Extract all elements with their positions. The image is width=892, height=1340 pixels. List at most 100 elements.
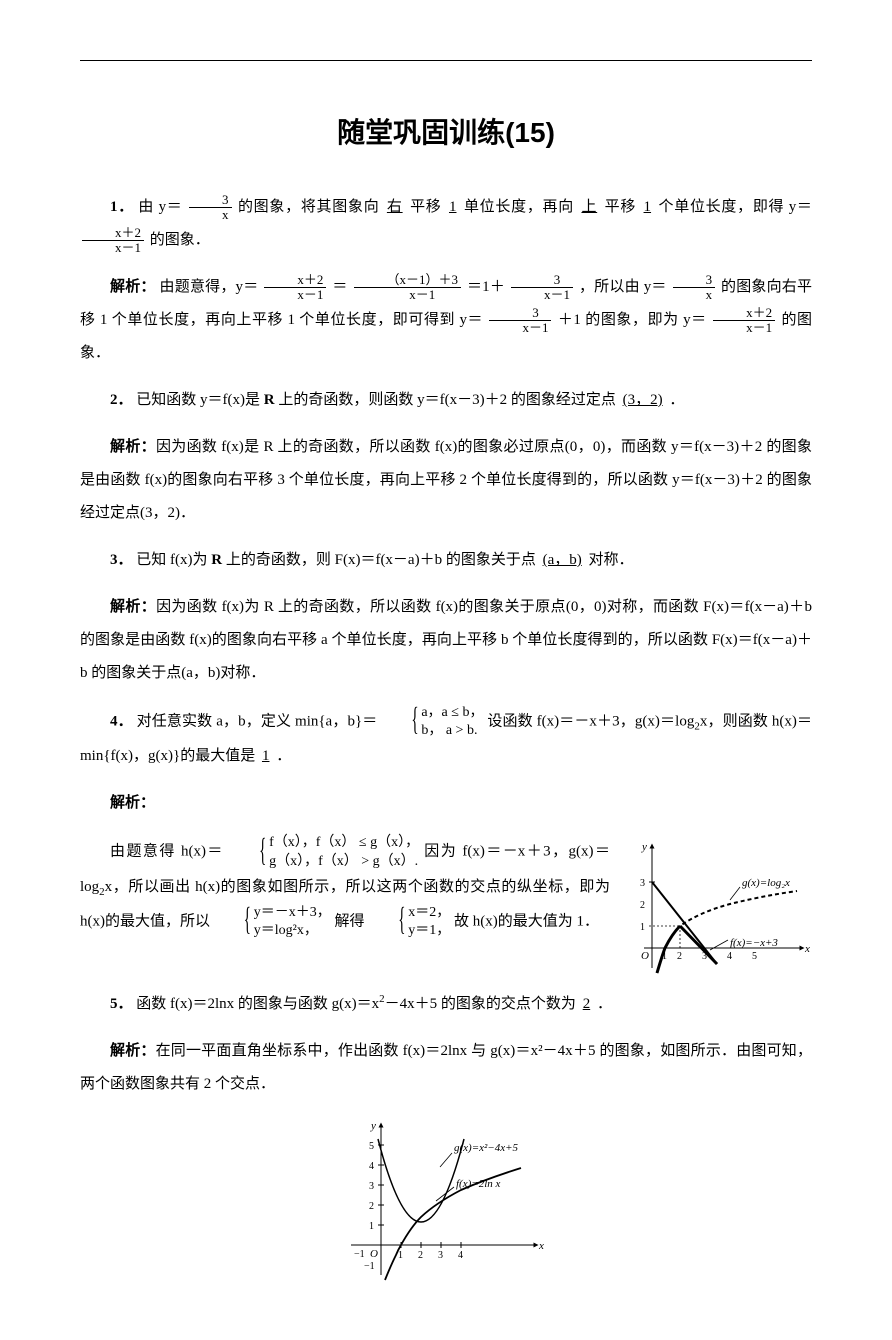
question-1: 1． 由 y＝ 3x 的图象，将其图象向 右 平移 1 单位长度，再向 上 平移… [80,191,812,257]
q2-t1: 已知函数 y＝f(x)是 [136,392,264,408]
q1e-f4: 3x [673,273,716,303]
q1-ans3: 上 [578,199,600,215]
q3-number: 3． [110,552,133,568]
question-3: 3． 已知 f(x)为 R 上的奇函数，则 F(x)＝f(x－a)＋b 的图象关… [80,544,812,577]
q4e-cases: f（x），f（x） ≤ g（x）， g（x），f（x） > g（x）. [229,834,419,870]
q4e-sol-a: x＝2， [378,904,450,922]
svg-text:4: 4 [727,951,732,962]
q5-figure: x y O −1 1 2 3 4 5 −1 1 2 3 4 g(x)=x²−4x… [80,1115,812,1290]
q2-explanation: 解析：因为函数 f(x)是 R 上的奇函数，所以函数 f(x)的图象必过原点(0… [80,431,812,530]
q4-ans: 1 [259,748,273,764]
q4-t1: 对任意实数 a，b，定义 min{a，b}＝ [137,714,378,730]
svg-text:2: 2 [369,1201,374,1212]
exp-label: 解析： [110,1043,156,1059]
q4-figure: x y O 1 2 3 1 2 3 4 5 g(x)=log₂x [622,838,812,983]
svg-text:g(x)=log₂x: g(x)=log₂x [742,877,790,889]
q1e-f1: x＋2x－1 [264,273,326,303]
q3-t2: 上的奇函数，则 F(x)＝f(x－a)＋b 的图象关于点 [222,552,536,568]
q1-t6: 个单位长度，即得 y＝ [659,199,812,215]
svg-text:y: y [641,841,647,853]
q1-t2: 的图象，将其图象向 [238,199,379,215]
q5-t1: 函数 f(x)＝2lnx 的图象与函数 g(x)＝x [136,996,379,1012]
q4e-t4: 解得 [335,914,365,930]
q4-explanation-label: 解析： [80,787,812,820]
q2-t2: 上的奇函数，则函数 y＝f(x－3)＋2 的图象经过定点 [275,392,616,408]
svg-text:2: 2 [677,951,682,962]
q4e-case-a: f（x），f（x） ≤ g（x）， [239,834,419,852]
svg-text:x: x [538,1240,544,1252]
q5-t2: －4x＋5 的图象的交点个数为 [385,996,576,1012]
q4e-sol-b: y＝1， [378,922,450,940]
q5-graph-svg: x y O −1 1 2 3 4 5 −1 1 2 3 4 g(x)=x²−4x… [336,1115,556,1285]
q5-ans: 2 [580,996,594,1012]
q5-t3: ． [597,996,612,1012]
q3e-body: 因为函数 f(x)为 R 上的奇函数，所以函数 f(x)的图象关于原点(0，0)… [80,599,812,681]
svg-text:1: 1 [398,1250,403,1261]
document-page: 随堂巩固训练(15) 1． 由 y＝ 3x 的图象，将其图象向 右 平移 1 单… [0,0,892,1340]
svg-text:3: 3 [369,1181,374,1192]
svg-text:3: 3 [438,1250,443,1261]
q4e-t5: 故 h(x)的最大值为 1． [454,914,599,930]
q1e-t2: ＝ [332,279,347,295]
svg-text:−1: −1 [354,1249,365,1260]
q1e-f3: 3x－1 [511,273,573,303]
q4e-system: y＝－x＋3， y＝log²x， [214,904,331,940]
q2-number: 2． [110,392,133,408]
q3-explanation: 解析：因为函数 f(x)为 R 上的奇函数，所以函数 f(x)的图象关于原点(0… [80,591,812,690]
q3-t3: 对称． [589,552,634,568]
page-title: 随堂巩固训练(15) [80,111,812,151]
q1e-t6: ＋1 的图象，即为 y＝ [558,312,707,328]
q1e-t3: ＝1＋ [467,279,505,295]
exp-label: 解析： [110,599,156,615]
q5-number: 5． [110,996,133,1012]
svg-text:g(x)=x²−4x+5: g(x)=x²−4x+5 [454,1142,519,1154]
q1e-t1: 由题意得，y＝ [160,279,259,295]
svg-text:1: 1 [369,1221,374,1232]
q1-ans4: 1 [641,199,655,215]
q2-ans: (3，2) [620,392,666,408]
exp-label: 解析： [110,279,156,295]
svg-text:5: 5 [752,951,757,962]
q1e-f5: 3x－1 [489,306,551,336]
q1-t7: 的图象． [150,232,210,248]
q4-case-b: b， a > b. [391,722,483,740]
svg-text:O: O [370,1248,378,1260]
q1-ans1: 右 [384,199,406,215]
svg-text:2: 2 [418,1250,423,1261]
svg-text:2: 2 [640,900,645,911]
q2-t3: ． [669,392,684,408]
q4e-t1: 由题意得 h(x)＝ [110,844,224,860]
q5e-body: 在同一平面直角坐标系中，作出函数 f(x)＝2lnx 与 g(x)＝x²－4x＋… [80,1043,812,1092]
svg-text:f(x)=−x+3: f(x)=−x+3 [730,937,778,949]
svg-text:f(x)=2ln x: f(x)=2ln x [456,1178,500,1190]
question-2: 2． 已知函数 y＝f(x)是 R 上的奇函数，则函数 y＝f(x－3)＋2 的… [80,384,812,417]
top-rule [80,60,812,61]
svg-text:x: x [804,943,810,955]
svg-text:4: 4 [458,1250,463,1261]
exp-label: 解析： [110,439,156,455]
question-4: 4． 对任意实数 a，b，定义 min{a，b}＝ a，a ≤ b， b， a … [80,704,812,773]
q1e-t4: ，所以由 y＝ [579,279,667,295]
q4e-sys-b: y＝log²x， [224,922,331,940]
q1-frac2: x＋2x－1 [82,226,144,256]
q4-cases: a，a ≤ b， b， a > b. [381,704,483,740]
q3-t1: 已知 f(x)为 [136,552,211,568]
q1-t4: 单位长度，再向 [464,199,574,215]
q4-t4: ． [276,748,291,764]
q4e-case-b: g（x），f（x） > g（x）. [239,853,419,871]
q2e-body: 因为函数 f(x)是 R 上的奇函数，所以函数 f(x)的图象必过原点(0，0)… [80,439,812,521]
q4-case-a: a，a ≤ b， [391,704,483,722]
q1e-f6: x＋2x－1 [713,306,775,336]
q4e-solution: x＝2， y＝1， [368,904,450,940]
svg-text:O: O [641,950,649,962]
q5-explanation: 解析：在同一平面直角坐标系中，作出函数 f(x)＝2lnx 与 g(x)＝x²－… [80,1035,812,1101]
q4-graph-svg: x y O 1 2 3 1 2 3 4 5 g(x)=log₂x [622,838,812,978]
question-5: 5． 函数 f(x)＝2lnx 的图象与函数 g(x)＝x 2－4x＋5 的图象的… [80,987,812,1021]
q1-frac1: 3x [189,193,232,223]
q1-explanation: 解析： 由题意得，y＝ x＋2x－1 ＝ （x－1）＋3x－1 ＝1＋ 3x－1… [80,271,812,370]
svg-text:y: y [370,1120,376,1132]
q4-t2: 设函数 f(x)＝－x＋3，g(x)＝log [487,714,694,730]
svg-text:5: 5 [369,1141,374,1152]
q2-R: R [264,392,275,408]
q3-ans: (a，b) [540,552,585,568]
